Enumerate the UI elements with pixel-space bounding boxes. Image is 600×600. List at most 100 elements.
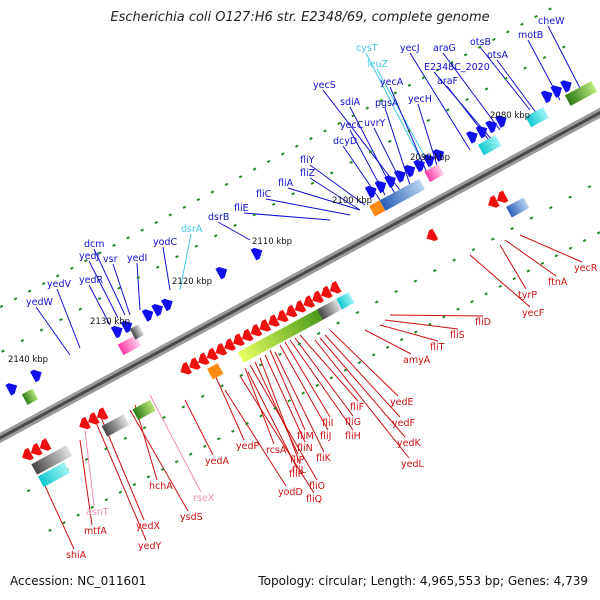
reverse-tick-dot — [484, 292, 488, 296]
reverse-tick-dot — [452, 258, 456, 262]
forward-tick-dot — [39, 328, 44, 332]
forward-label-connector — [93, 248, 126, 316]
reverse-gene-arrow — [303, 295, 316, 308]
reverse-gene-arrow — [259, 319, 272, 332]
forward-gene-label: sdiA — [340, 97, 361, 108]
reverse-tick-dot — [273, 406, 277, 410]
forward-gene-label: E2348C_2020 — [424, 62, 490, 73]
backbone-core — [0, 111, 600, 440]
forward-gene-label: otsB — [470, 37, 491, 48]
forward-tick-dot — [323, 129, 327, 133]
feature-box — [207, 363, 224, 380]
reverse-label-connector — [269, 349, 306, 431]
reverse-tick-dot — [355, 310, 360, 315]
forward-label-connector — [547, 25, 583, 93]
reverse-label-connector — [149, 394, 202, 493]
forward-gene-label: yedR — [79, 275, 103, 286]
reverse-gene-label: yodD — [278, 487, 303, 498]
forward-gene-arrow — [151, 304, 163, 317]
forward-gene-label: yecA — [380, 77, 404, 88]
label-connector-layer — [35, 25, 583, 550]
forward-gene-arrow — [485, 120, 497, 134]
reverse-gene-label: yedA — [205, 456, 229, 467]
reverse-gene-label: rseX — [193, 493, 215, 504]
forward-tick-dot — [155, 265, 160, 269]
feature-box — [129, 324, 145, 340]
forward-gene-label: cysT — [356, 43, 378, 54]
reverse-tick-dot — [62, 521, 66, 525]
reverse-tick-dot — [385, 345, 390, 349]
forward-gene-label: yecH — [408, 94, 432, 105]
reverse-tick-dot — [428, 322, 432, 326]
reverse-label-connector — [259, 357, 301, 465]
reverse-tick-dot — [258, 363, 263, 367]
forward-gene-label: yedI — [127, 253, 147, 264]
reverse-tick-dot — [90, 505, 94, 509]
forward-tick-dot — [117, 286, 121, 290]
forward-tick-dot — [168, 213, 173, 217]
reverse-gene-arrow — [321, 285, 333, 299]
reverse-gene-label: yecF — [522, 308, 544, 319]
feature-box — [506, 197, 530, 218]
reverse-tick-dot — [394, 289, 398, 294]
reverse-gene-label: yecR — [574, 263, 598, 274]
reverse-tick-dot — [220, 384, 224, 388]
forward-tick-dot — [140, 228, 144, 232]
reverse-tick-dot — [259, 414, 263, 418]
forward-label-connector — [265, 198, 351, 216]
forward-label-connector — [88, 284, 111, 326]
forward-tick-dot — [20, 339, 25, 343]
forward-tick-dot — [126, 236, 130, 240]
accession-text: Accession: NC_011601 — [10, 574, 147, 588]
reverse-tick-dot — [491, 237, 495, 241]
forward-tick-dot — [477, 45, 482, 49]
reverse-gene-label: ftnA — [548, 277, 568, 288]
forward-tick-dot — [421, 76, 426, 80]
feature-box — [132, 399, 156, 420]
reverse-label-connector — [39, 474, 75, 550]
forward-tick-dot — [210, 190, 215, 194]
reverse-tick-dot — [104, 498, 109, 502]
forward-gene-label: yecJ — [400, 43, 420, 54]
reverse-tick-dot — [48, 528, 52, 532]
reverse-tick-dot — [104, 447, 108, 451]
reverse-tick-dot — [540, 261, 545, 265]
reverse-tick-dot — [297, 342, 302, 346]
topology-text: Topology: circular; Length: 4,965,553 bp… — [258, 574, 588, 588]
reverse-tick-dot — [582, 238, 587, 243]
reverse-gene-arrow — [496, 190, 509, 203]
forward-tick-dot — [1, 349, 5, 353]
reverse-label-connector — [79, 439, 93, 526]
forward-tick-dot — [213, 234, 218, 238]
reverse-label-connector — [499, 244, 527, 290]
forward-gene-arrow — [364, 186, 377, 199]
reverse-gene-arrow — [312, 290, 324, 303]
forward-tick-dot — [238, 175, 243, 179]
forward-tick-dot — [329, 171, 334, 175]
reverse-gene-label: mtfA — [84, 526, 107, 537]
forward-label-connector — [309, 177, 361, 211]
forward-gene-arrow — [30, 369, 42, 383]
forward-tick-dot — [407, 129, 411, 133]
backbone-layer — [0, 107, 600, 444]
reverse-tick-dot — [200, 394, 205, 398]
forward-label-connector — [179, 233, 192, 291]
forward-tick-dot — [435, 68, 440, 72]
feature-box — [31, 445, 73, 475]
reverse-tick-dot — [526, 269, 531, 273]
reverse-tick-dot — [498, 284, 502, 288]
forward-tick-dot — [182, 205, 187, 209]
reverse-label-connector — [224, 389, 287, 487]
forward-tick-dot — [523, 66, 527, 70]
reverse-tick-dot — [456, 307, 460, 311]
reverse-gene-label: yedF — [392, 418, 415, 429]
reverse-gene-label: fliN — [297, 443, 313, 454]
forward-gene-arrow — [413, 159, 425, 173]
forward-gene-arrow — [540, 90, 553, 104]
reverse-label-connector — [504, 239, 557, 277]
forward-tick-dot — [310, 181, 315, 185]
forward-tick-dot — [266, 159, 271, 164]
reverse-tick-dot — [512, 277, 516, 281]
reverse-tick-dot — [329, 376, 334, 380]
